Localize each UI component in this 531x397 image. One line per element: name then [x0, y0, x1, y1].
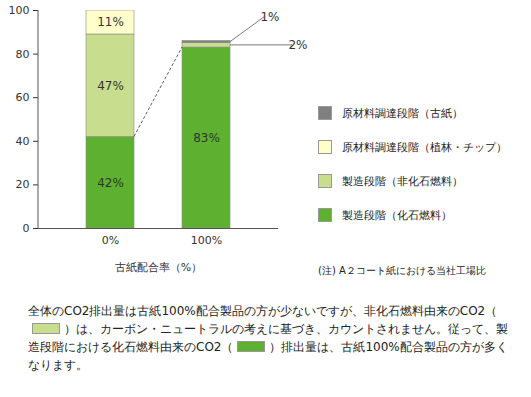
svg-text:83%: 83%	[193, 131, 220, 145]
html-text:全体のCO2排出量は古紙100%配合製品の方が少ないですが、: 全体のCO2排出量は古紙100%配合製品の方が少ないですが、非化石燃料由来のCO…	[28, 304, 498, 318]
html-text:製造段階（化石燃料）: 製造段階（化石燃料）	[342, 208, 452, 222]
svg-text:100: 100	[9, 4, 30, 17]
svg-text:47%: 47%	[97, 79, 124, 93]
svg-text:100%: 100%	[191, 234, 222, 247]
svg-text:11%: 11%	[97, 15, 124, 29]
svg-text:60: 60	[16, 91, 30, 104]
svg-text:20: 20	[16, 178, 30, 191]
svg-text:2%: 2%	[288, 38, 307, 52]
svg-text:42%: 42%	[97, 176, 124, 190]
html-text:原材料調達段階（古紙）: 原材料調達段階（古紙）	[342, 106, 463, 120]
svg-text:1%: 1%	[260, 10, 279, 24]
html-text:製造段階（非化石燃料）: 製造段階（非化石燃料）	[342, 174, 463, 188]
svg-text:0%: 0%	[102, 234, 119, 247]
svg-text:0: 0	[23, 222, 30, 235]
html-text:）排出量は、古紙100%配合製品の方が多くなります。: ）排出量は、古紙100%配合製品の方が多くなります。	[28, 340, 508, 372]
html-text:原材料調達段階（植林・チップ）: 原材料調達段階（植林・チップ）	[342, 140, 507, 154]
svg-text:80: 80	[16, 48, 30, 61]
html-text:(注) A２コート紙における当社工場比: (注) A２コート紙における当社工場比	[318, 265, 486, 276]
html-text:）は、カーボン・ニュートラルの考えに基づき、カウントされませ: ）は、カーボン・ニュートラルの考えに基づき、カウントされません。従って、製造段階…	[28, 322, 508, 354]
svg-text:40: 40	[16, 135, 30, 148]
svg-text:古紙配合率（%）: 古紙配合率（%）	[115, 261, 202, 274]
